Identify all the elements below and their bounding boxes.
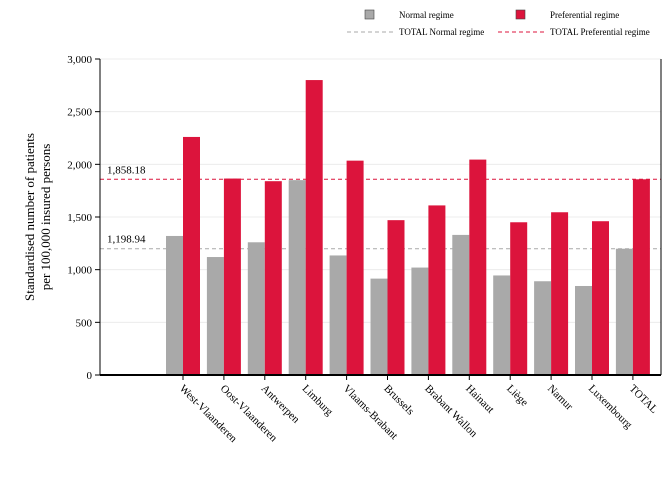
bar (206, 257, 224, 375)
y-tick-label: 500 (76, 317, 93, 329)
x-tick-label: Limburg (300, 383, 336, 419)
x-tick-label: Antwerpen (259, 383, 302, 426)
y-tick-label: 2,000 (67, 159, 92, 171)
bar (288, 180, 306, 375)
x-tick-label: TOTAL (627, 383, 660, 416)
reference-line-label: 1,198.94 (107, 234, 146, 246)
y-tick-label: 0 (87, 370, 93, 382)
legend-label: TOTAL Preferential regime (550, 27, 650, 37)
bar (305, 80, 323, 376)
legend-label: Normal regime (399, 10, 454, 20)
y-tick-label: 1,000 (67, 265, 92, 277)
y-tick-label: 2,500 (67, 107, 92, 119)
bar (223, 178, 241, 375)
bar (592, 221, 609, 375)
reference-line-label: 1,858.18 (107, 164, 146, 176)
bar (469, 159, 487, 375)
bar (264, 181, 282, 375)
bar (183, 136, 200, 375)
y-ticks: 0 500 1,000 1,500 2,000 2,500 3,000 (67, 54, 100, 382)
y-axis-title-line: Standardised number of patients (22, 133, 37, 301)
x-tick-label: Hainaut (463, 383, 496, 416)
legend-label: TOTAL Normal regime (399, 27, 484, 37)
bar (551, 212, 569, 375)
bar (346, 160, 364, 375)
bars (166, 80, 650, 376)
legend-label: Preferential regime (550, 10, 619, 20)
bar (452, 234, 470, 375)
bar (329, 255, 347, 375)
legend-swatch (364, 9, 375, 20)
y-tick-label: 1,500 (67, 212, 92, 224)
bar (575, 285, 592, 375)
bar (411, 267, 429, 375)
bar (534, 281, 552, 375)
y-axis-title: Standardised number of patientsper 100,0… (22, 133, 53, 301)
bar (428, 205, 446, 375)
y-tick-label: 3,000 (67, 54, 92, 66)
bar (510, 222, 528, 375)
bar (166, 235, 183, 375)
legend-swatch (515, 9, 526, 20)
bar (387, 220, 405, 375)
y-axis-title-line: per 100,000 insured persons (38, 144, 53, 291)
x-tick-label: Liège (504, 383, 530, 409)
x-tick-label: Namur (545, 383, 575, 413)
legend: Normal regime Preferential regime TOTAL No… (347, 9, 650, 37)
bar (370, 278, 388, 375)
y-axis-label: Standardised number of patientsper 100,0… (22, 133, 53, 301)
x-ticks: West-VlaanderenOost-VlaanderenAntwerpenL… (177, 375, 660, 445)
bar (632, 179, 650, 375)
bar (493, 275, 511, 375)
x-tick-label: Brussels (381, 383, 416, 418)
bar (615, 248, 633, 375)
bar (247, 242, 265, 375)
